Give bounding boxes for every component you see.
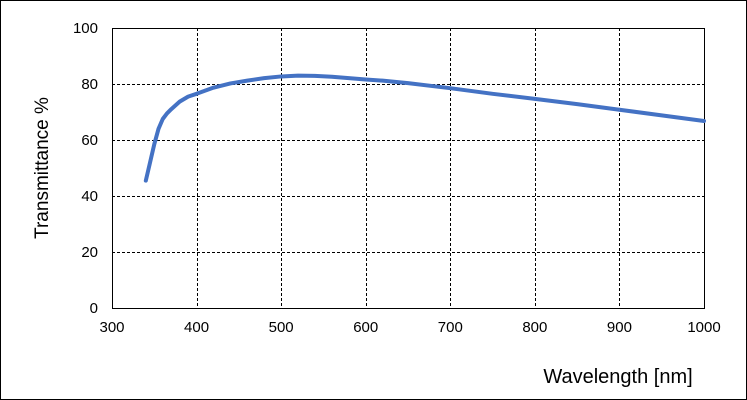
x-tick-label-900: 900 [607,319,632,336]
y-tick-label-20: 20 [81,244,98,261]
x-tick-label-400: 400 [184,319,209,336]
x-axis-title: Wavelength [nm] [543,366,692,388]
y-tick-label-100: 100 [73,20,98,37]
grid [112,28,704,308]
x-tick-label-1000: 1000 [687,319,720,336]
y-tick-label-0: 0 [90,300,98,317]
y-tick-label-60: 60 [81,132,98,149]
plot-area-border [112,28,705,309]
plot-border [112,28,705,309]
x-tick-label-800: 800 [522,319,547,336]
y-tick-label-40: 40 [81,188,98,205]
tick-labels: 300 400 500 600 700 800 900 1000 0 20 40 60 80 100 [73,20,721,336]
y-axis-title: Transmittance % [32,97,53,239]
x-tick-label-300: 300 [99,319,124,336]
series-line-0 [143,73,706,183]
x-tick-label-700: 700 [438,319,463,336]
y-tick-label-80: 80 [81,76,98,93]
x-tick-label-500: 500 [269,319,294,336]
series-layer [143,73,706,183]
x-tick-label-600: 600 [353,319,378,336]
